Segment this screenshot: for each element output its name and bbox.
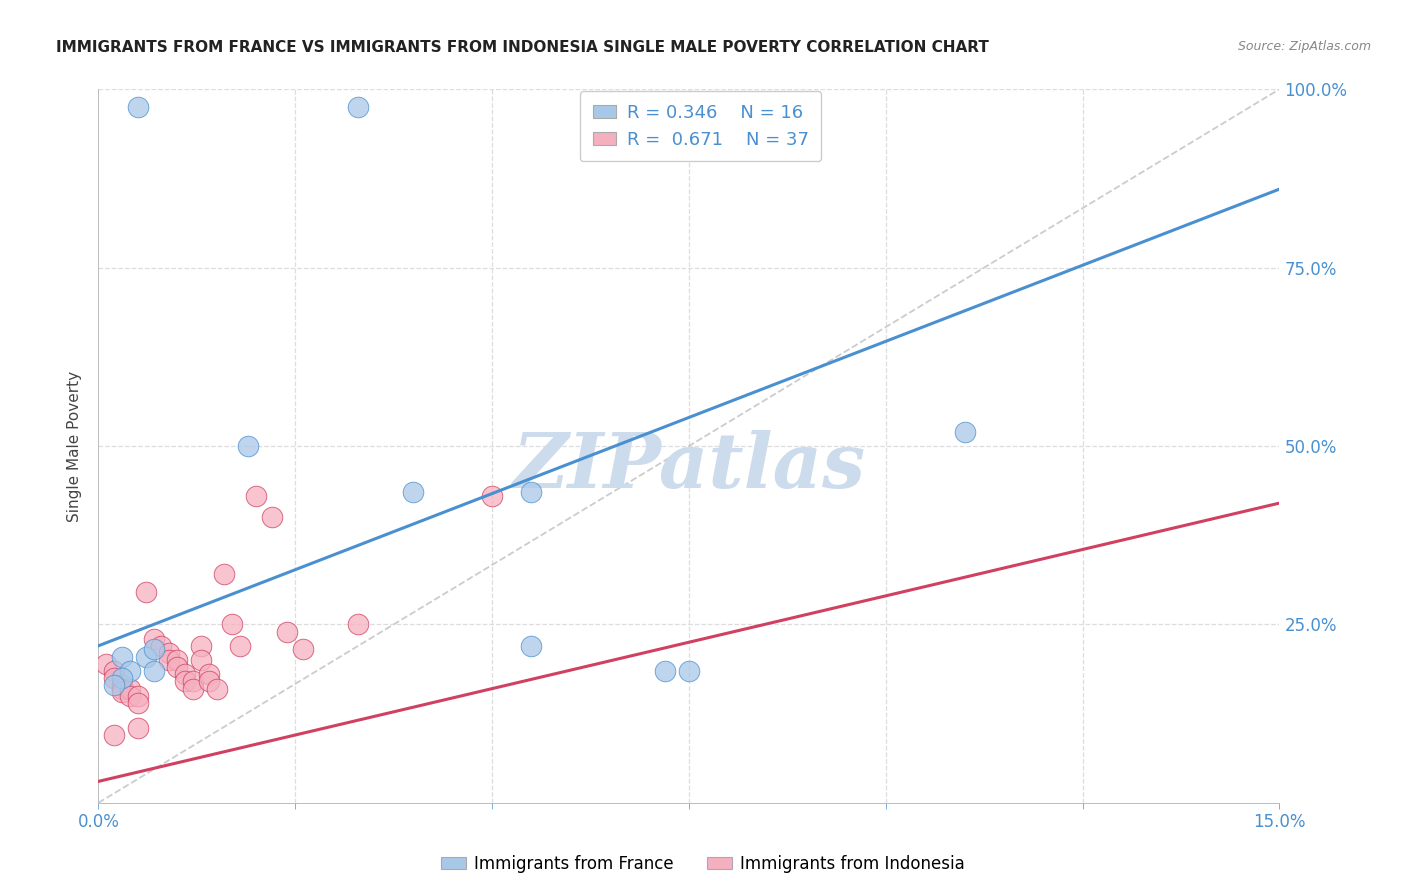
Point [127, 689, 149, 703]
Point [135, 585, 157, 599]
Point [111, 681, 134, 696]
Point [229, 639, 252, 653]
Point [127, 100, 149, 114]
Point [150, 639, 173, 653]
Point [236, 439, 259, 453]
Point [111, 649, 134, 664]
Point [166, 660, 188, 674]
Point [118, 689, 141, 703]
Point [181, 681, 204, 696]
Point [157, 646, 180, 660]
Point [347, 617, 370, 632]
Point [118, 681, 141, 696]
Point [292, 642, 315, 657]
Point [276, 624, 298, 639]
Point [96, 657, 118, 671]
Point [142, 642, 165, 657]
Point [181, 674, 204, 689]
Point [245, 489, 267, 503]
Point [190, 653, 212, 667]
Point [118, 664, 141, 678]
Point [221, 617, 243, 632]
Point [197, 674, 219, 689]
Point [111, 678, 134, 692]
Point [127, 696, 149, 710]
Point [157, 653, 180, 667]
Point [174, 667, 197, 681]
Point [205, 681, 228, 696]
Point [481, 489, 503, 503]
Point [654, 664, 676, 678]
Text: IMMIGRANTS FROM FRANCE VS IMMIGRANTS FROM INDONESIA SINGLE MALE POVERTY CORRELAT: IMMIGRANTS FROM FRANCE VS IMMIGRANTS FRO… [56, 40, 988, 55]
Text: Source: ZipAtlas.com: Source: ZipAtlas.com [1237, 40, 1371, 54]
Point [103, 678, 125, 692]
Point [402, 485, 425, 500]
Point [953, 425, 976, 439]
Point [103, 728, 125, 742]
Point [520, 639, 543, 653]
Point [142, 664, 165, 678]
Point [190, 639, 212, 653]
Y-axis label: Single Male Poverty: Single Male Poverty [67, 370, 83, 522]
Legend: Immigrants from France, Immigrants from Indonesia: Immigrants from France, Immigrants from … [434, 848, 972, 880]
Point [678, 664, 700, 678]
Point [197, 667, 219, 681]
Legend: R = 0.346    N = 16, R =  0.671    N = 37: R = 0.346 N = 16, R = 0.671 N = 37 [579, 91, 821, 161]
Point [135, 649, 157, 664]
Point [174, 674, 197, 689]
Point [127, 721, 149, 735]
Point [103, 671, 125, 685]
Point [520, 485, 543, 500]
Point [214, 567, 236, 582]
Point [111, 685, 134, 699]
Point [103, 664, 125, 678]
Point [347, 100, 370, 114]
Point [111, 671, 134, 685]
Point [166, 653, 188, 667]
Point [260, 510, 283, 524]
Text: ZIPatlas: ZIPatlas [512, 431, 866, 504]
Point [142, 632, 165, 646]
